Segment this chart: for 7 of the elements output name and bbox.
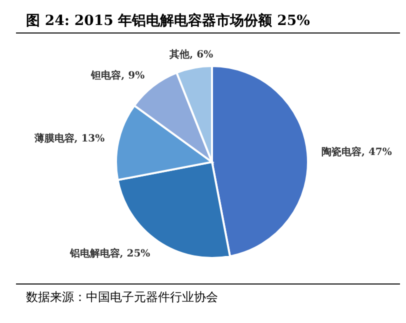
slice-label: 铝电解电容, 25% — [68, 247, 151, 260]
slice-label: 陶瓷电容, 47% — [322, 146, 392, 158]
source-note: 数据来源：中国电子元器件行业协会 — [26, 290, 218, 304]
slice-label: 薄膜电容, 13% — [33, 132, 106, 145]
slice-label: 其他, 6% — [168, 48, 214, 60]
slice-label: 钽电容, 9% — [90, 70, 146, 82]
chart-title: 图 24: 2015 年铝电解电容器市场份额 25% — [26, 12, 310, 29]
